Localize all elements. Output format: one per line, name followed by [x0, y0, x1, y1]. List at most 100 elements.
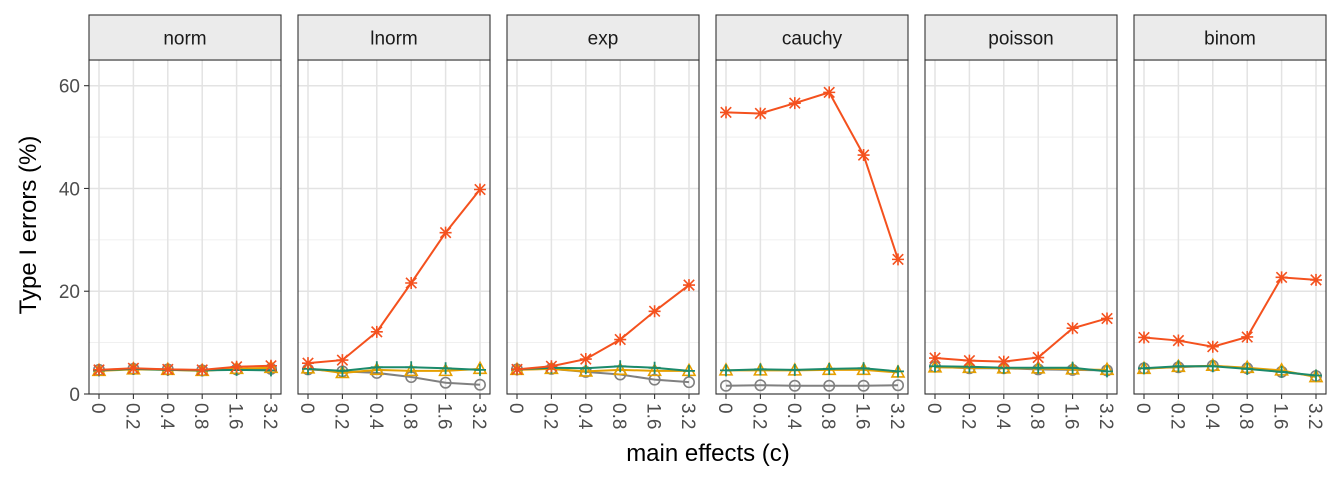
series-triangle	[300, 360, 488, 379]
x-tick-label: 3.2	[677, 403, 698, 429]
series-plus	[302, 361, 486, 377]
plus-marker	[1275, 365, 1288, 378]
x-tick-label: 0.8	[817, 403, 838, 429]
plus-marker	[1172, 360, 1185, 373]
asterisk-marker	[93, 363, 105, 376]
asterisk-marker	[1206, 340, 1219, 353]
plus-marker	[823, 362, 836, 375]
asterisk-marker	[1241, 330, 1254, 343]
circle-marker	[682, 376, 695, 389]
facet-strip	[506, 14, 700, 61]
asterisk-marker	[754, 107, 767, 120]
asterisk-marker	[823, 86, 836, 99]
plus-marker	[754, 363, 767, 376]
triangle-marker	[647, 362, 662, 377]
asterisk-marker	[1066, 322, 1079, 335]
x-tick-label: 3.2	[886, 403, 907, 429]
plus-marker	[720, 364, 732, 377]
plot-area	[507, 60, 699, 394]
circle-marker	[439, 376, 452, 389]
series-line	[725, 384, 899, 387]
x-tick-label: 3.2	[259, 403, 280, 429]
circle-marker	[754, 379, 767, 392]
plus-marker	[370, 361, 383, 374]
x-tick-label: 3.2	[1095, 403, 1116, 429]
asterisk-marker	[892, 253, 904, 266]
x-tick-label: 0.2	[1166, 403, 1187, 429]
x-tick-label: 1.6	[643, 403, 664, 429]
asterisk-marker	[370, 325, 383, 338]
asterisk-marker	[439, 226, 452, 239]
series-plus	[929, 360, 1113, 378]
plot-area	[89, 60, 281, 394]
facet-strip	[924, 14, 1118, 61]
triangle-marker	[612, 361, 628, 376]
facet-panel-norm: norm 0 0.2 0.4 0.8 1.6 3.2	[87, 14, 282, 430]
series-circle	[719, 379, 904, 392]
asterisk-marker	[405, 277, 418, 290]
plot-area	[716, 60, 908, 394]
x-tick-label: 1.6	[225, 403, 246, 429]
series-asterisk	[929, 312, 1113, 368]
x-tick-label: 0.4	[992, 403, 1013, 430]
asterisk-marker	[788, 97, 801, 110]
facet-strip	[88, 14, 282, 61]
asterisk-marker	[161, 363, 174, 376]
asterisk-marker	[683, 279, 695, 292]
x-tick-label: 0.2	[330, 403, 351, 429]
circle-marker	[648, 373, 661, 386]
x-axis-title: main effects (c)	[626, 440, 790, 467]
asterisk-marker	[720, 106, 732, 119]
plus-marker	[336, 364, 349, 377]
facet-strip-label: norm	[163, 29, 206, 50]
facet-panel-poisson: poisson 0 0.2 0.4 0.8 1.6 3.2	[923, 14, 1118, 430]
asterisk-marker	[336, 354, 349, 367]
plus-marker	[857, 362, 870, 375]
plus-marker	[439, 362, 452, 375]
circle-marker	[719, 379, 732, 392]
facet-strip-label: cauchy	[782, 29, 843, 50]
asterisk-marker	[127, 362, 140, 375]
plus-marker	[405, 361, 418, 374]
asterisk-marker	[648, 305, 661, 318]
x-tick-label: 0.4	[574, 403, 595, 430]
asterisk-marker	[929, 352, 941, 365]
circle-marker	[473, 378, 486, 391]
asterisk-marker	[997, 355, 1010, 368]
asterisk-marker	[963, 354, 976, 367]
y-tick-label: 20	[59, 282, 80, 303]
facet-strip-label: poisson	[988, 29, 1054, 50]
facet-strip-label: binom	[1204, 29, 1256, 50]
series-asterisk	[302, 183, 486, 370]
x-tick-label: 0	[714, 403, 735, 414]
asterisk-marker	[1275, 271, 1288, 284]
x-tick-label: 0.4	[156, 403, 177, 430]
x-tick-label: 0	[1132, 403, 1153, 414]
plot-area	[1134, 60, 1326, 394]
plus-marker	[788, 363, 801, 376]
x-tick-label: 3.2	[468, 403, 489, 429]
facet-strip-label: exp	[588, 29, 619, 50]
plus-marker	[1066, 361, 1079, 374]
circle-marker	[857, 379, 870, 392]
facet-strip	[297, 14, 491, 61]
x-tick-label: 0.2	[121, 403, 142, 429]
x-tick-label: 0.2	[957, 403, 978, 429]
x-tick-label: 0.2	[539, 403, 560, 429]
series-asterisk	[1138, 271, 1322, 353]
x-tick-label: 0	[505, 403, 526, 414]
circle-marker	[823, 379, 836, 392]
asterisk-marker	[1032, 351, 1045, 364]
y-tick-label: 60	[59, 77, 80, 98]
series-asterisk	[720, 86, 904, 266]
x-tick-label: 0.8	[1235, 403, 1256, 429]
x-tick-label: 0	[923, 403, 944, 414]
asterisk-marker	[1101, 312, 1113, 325]
x-tick-label: 0.4	[783, 403, 804, 430]
plus-marker	[614, 360, 627, 373]
plus-marker	[474, 363, 486, 376]
panels: norm 0 0.2 0.4 0.8 1.6 3.2 lnorm 0 0.2 0.4 0.8 1.6 3.…	[87, 14, 1327, 430]
facet-panel-cauchy: cauchy 0 0.2 0.4 0.8 1.6 3.2	[714, 14, 909, 430]
circle-marker	[891, 379, 904, 392]
asterisk-marker	[511, 363, 523, 376]
